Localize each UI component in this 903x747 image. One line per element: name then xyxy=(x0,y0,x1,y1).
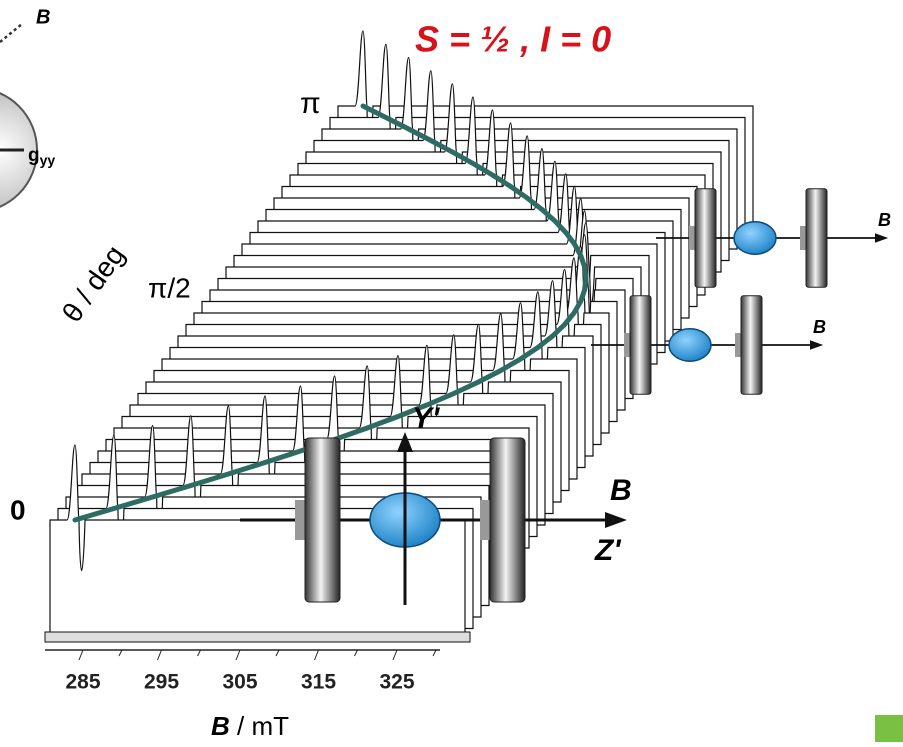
magnet-disc xyxy=(741,296,762,394)
magnet-disc xyxy=(305,438,340,602)
corner-box xyxy=(875,715,903,742)
x-tick-minor xyxy=(198,650,201,656)
magnet-disc xyxy=(630,296,651,394)
x-axis: 285 295 305 315 325 xyxy=(45,650,440,694)
x-tick-minor xyxy=(119,650,122,656)
x-tick xyxy=(158,650,162,660)
field-arrow xyxy=(810,340,823,350)
crystal xyxy=(669,329,711,361)
g-sub: yy xyxy=(40,152,56,168)
base-plate xyxy=(45,632,470,642)
x-label-symbol: B xyxy=(211,711,230,741)
field-arrow xyxy=(605,512,627,528)
g-label: g xyxy=(28,145,40,166)
x-tick xyxy=(315,650,319,660)
x-tick-label: 285 xyxy=(65,671,100,694)
y-tick-zero: 0 xyxy=(10,494,26,525)
magnet-disc xyxy=(695,189,716,287)
x-tick xyxy=(393,650,397,660)
field-arrow xyxy=(875,233,888,243)
field-label: B xyxy=(878,210,891,230)
figure: B B B Y' Z' B gyy S = ½ , I = 0 π π/2 0 θ / … xyxy=(0,0,903,742)
y-tick-pi: π xyxy=(300,87,321,120)
inset-g: gyy xyxy=(28,145,55,168)
magnet-disc xyxy=(490,438,525,602)
z-axis-label: Z' xyxy=(594,534,621,567)
field-label: B xyxy=(813,317,826,337)
x-tick-minor xyxy=(276,650,279,656)
x-tick-label: 315 xyxy=(301,671,336,694)
x-tick xyxy=(236,650,240,660)
field-label: B xyxy=(610,474,632,507)
y-label: θ / deg xyxy=(56,240,131,328)
magnet-disc xyxy=(806,189,827,287)
x-label: B / mT xyxy=(211,711,289,741)
inset-arrow xyxy=(0,24,22,42)
x-tick-minor xyxy=(355,650,358,656)
x-tick-minor xyxy=(433,650,436,656)
x-tick xyxy=(79,650,83,660)
crystal xyxy=(734,222,776,254)
x-label-unit: / mT xyxy=(230,711,289,741)
inset-field: B xyxy=(36,6,50,28)
y-axis-label: Y' xyxy=(412,402,440,435)
x-tick-label: 305 xyxy=(222,671,257,694)
x-tick-label: 325 xyxy=(379,671,414,694)
y-tick-half: π/2 xyxy=(148,272,191,303)
title: S = ½ , I = 0 xyxy=(415,19,611,60)
x-tick-label: 295 xyxy=(144,671,179,694)
